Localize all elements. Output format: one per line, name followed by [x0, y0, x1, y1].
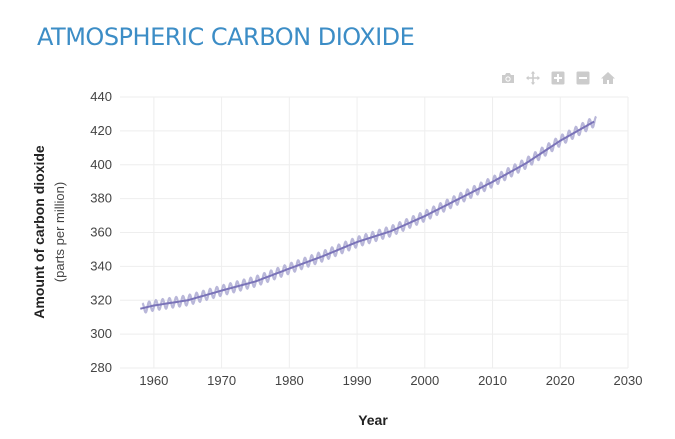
- x-tick-label: 2000: [410, 373, 439, 388]
- x-tick-label: 1990: [343, 373, 372, 388]
- pan-icon[interactable]: [525, 70, 541, 86]
- camera-icon[interactable]: [500, 70, 516, 86]
- x-tick-label: 2010: [478, 373, 507, 388]
- y-tick-label: 420: [90, 123, 112, 138]
- x-tick-label: 1970: [207, 373, 236, 388]
- y-tick-label: 360: [90, 225, 112, 240]
- y-axis-subtitle: (parts per million): [52, 182, 67, 282]
- y-tick-label: 400: [90, 157, 112, 172]
- x-tick-label: 2020: [546, 373, 575, 388]
- x-tick-label: 1980: [275, 373, 304, 388]
- series-layer: [140, 115, 598, 314]
- series-trend-line: [140, 120, 595, 310]
- home-icon[interactable]: [600, 70, 616, 86]
- y-tick-label: 340: [90, 258, 112, 273]
- y-tick-label: 440: [90, 89, 112, 104]
- y-tick-label: 380: [90, 191, 112, 206]
- y-tick-label: 320: [90, 292, 112, 307]
- y-tick-label: 280: [90, 360, 112, 375]
- modebar: [500, 70, 616, 90]
- zoom-out-icon[interactable]: [575, 70, 591, 86]
- y-axis-title: Amount of carbon dioxide: [31, 145, 47, 319]
- tick-labels: 280 300 320 340 360 380 400 420 440 1960 1970 1980 1…: [90, 89, 642, 388]
- series-monthly-line: [141, 115, 598, 314]
- page-title: ATMOSPHERIC CARBON DIOXIDE: [37, 23, 415, 51]
- y-tick-label: 300: [90, 326, 112, 341]
- zoom-in-icon[interactable]: [550, 70, 566, 86]
- x-tick-label: 2030: [614, 373, 643, 388]
- x-axis-title: Year: [358, 412, 388, 428]
- x-tick-label: 1960: [139, 373, 168, 388]
